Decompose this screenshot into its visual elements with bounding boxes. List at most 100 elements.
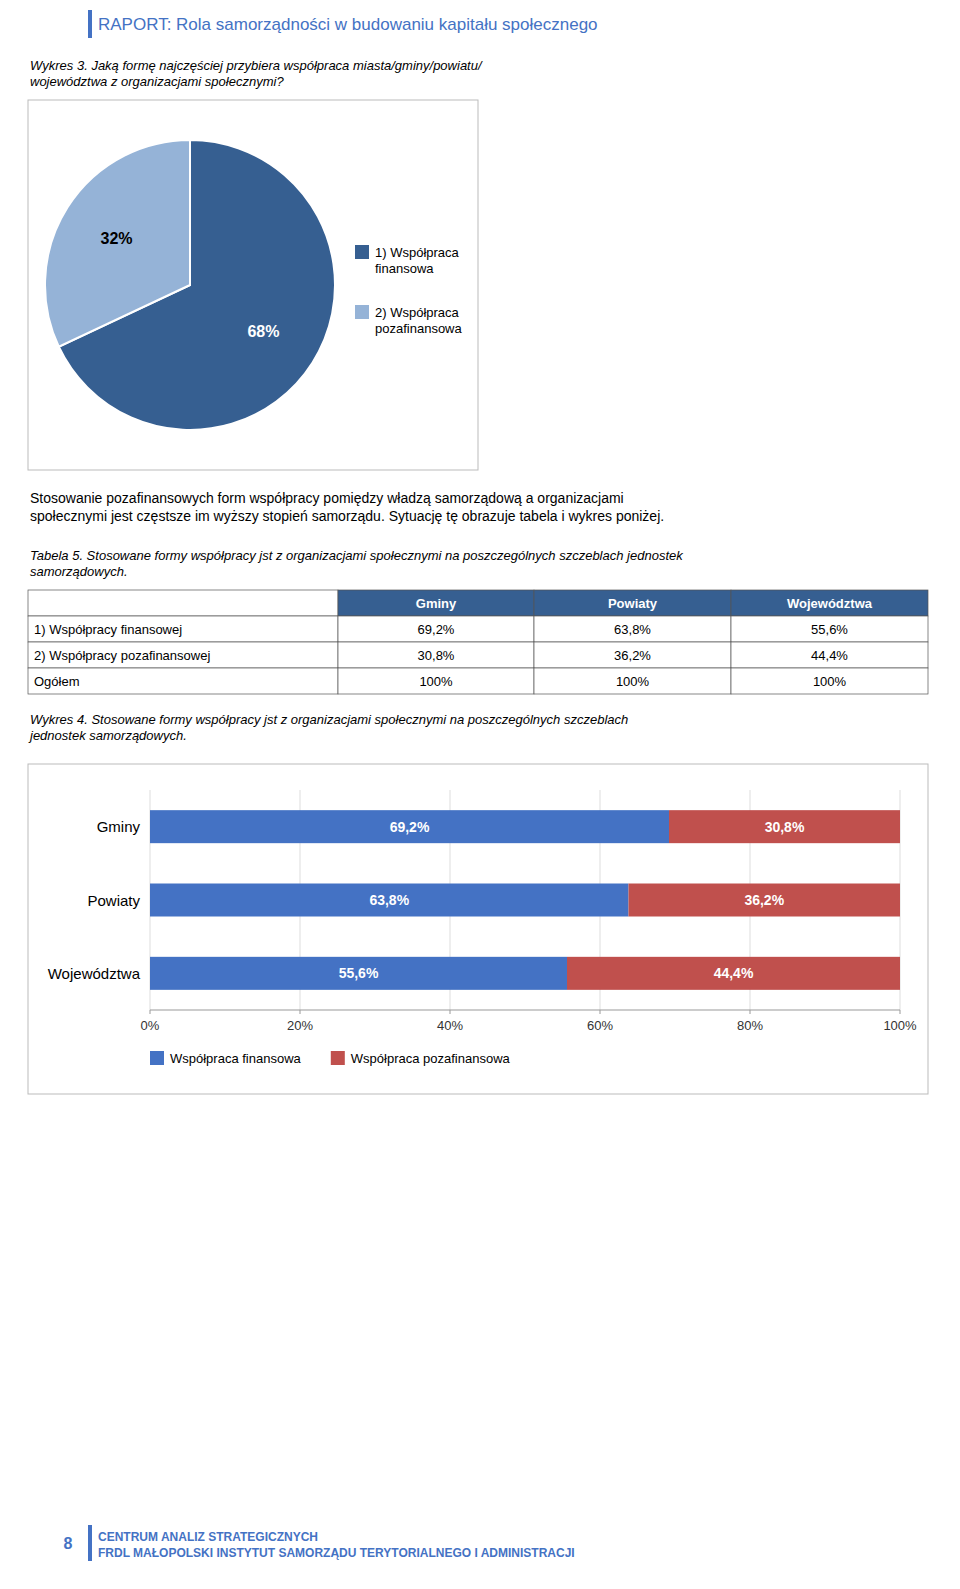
cell-value: 69,2%: [418, 622, 455, 637]
table-header: Powiaty: [608, 596, 658, 611]
tick-label: 60%: [587, 1018, 613, 1033]
pie-frame: [28, 100, 478, 470]
legend-entry: Współpraca pozafinansowa: [351, 1051, 511, 1066]
pie: [45, 140, 335, 430]
bar: [567, 957, 900, 990]
category-label: Gminy: [97, 818, 141, 835]
pie-labels: 68% 32%: [101, 230, 280, 340]
cell-value: 100%: [616, 674, 650, 689]
data-label: 69,2%: [390, 819, 430, 835]
legend-swatch: [355, 305, 369, 319]
table-cell: [534, 668, 731, 694]
category-label: Województwa: [48, 965, 141, 982]
tick-label: 40%: [437, 1018, 463, 1033]
table-header-cell: [731, 590, 928, 616]
page-number: 8: [64, 1535, 73, 1552]
bar: [150, 957, 567, 990]
legend-swatch: [150, 1051, 164, 1065]
table-cell: [534, 616, 731, 642]
bar-frame: [28, 764, 928, 1094]
table-cell: [534, 642, 731, 668]
legend: 1) Współpracafinansowa 2) Współpracapozaf…: [355, 245, 462, 336]
text-line: województwa z organizacjami społecznymi?: [30, 74, 284, 89]
footer-text: FRDL MAŁOPOLSKI INSTYTUT SAMORZĄDU TERYT…: [98, 1546, 575, 1560]
text-line: 1) Współpraca: [375, 245, 460, 260]
data-label: 55,6%: [339, 965, 379, 981]
cell-value: 100%: [419, 674, 453, 689]
table-cell: [28, 642, 338, 668]
legend-entry: 1) Współpracafinansowa: [375, 245, 460, 276]
cell-value: 44,4%: [811, 648, 848, 663]
data-label: 68%: [247, 323, 279, 340]
data-label: 44,4%: [714, 965, 754, 981]
table-cell: [28, 616, 338, 642]
data-label: 30,8%: [765, 819, 805, 835]
tick-label: 0%: [141, 1018, 160, 1033]
table-cell: [338, 642, 534, 668]
text-line: jednostek samorządowych.: [28, 728, 187, 743]
footer-bar: [88, 1525, 92, 1561]
table: Gminy Powiaty Województwa 1) Współpracy fin…: [28, 590, 928, 694]
tick-mark: [900, 1010, 901, 1014]
text-line: Tabela 5. Stosowane formy współpracy jst…: [30, 548, 684, 563]
table-header: Gminy: [416, 596, 457, 611]
category-label: Powiaty: [87, 892, 140, 909]
text-line: 2) Współpraca: [375, 305, 460, 320]
tick-label: 100%: [883, 1018, 917, 1033]
row-label: 1) Współpracy finansowej: [34, 622, 182, 637]
header-bar: [88, 10, 92, 38]
tick-mark: [300, 1010, 301, 1014]
table-title: Tabela 5. Stosowane formy współpracy jst…: [30, 548, 684, 579]
tick-mark: [600, 1010, 601, 1014]
cell-value: 100%: [813, 674, 847, 689]
bar: [629, 884, 901, 917]
row-label: Ogółem: [34, 674, 80, 689]
cell-value: 30,8%: [418, 648, 455, 663]
bar: [150, 884, 629, 917]
text-line: samorządowych.: [30, 564, 128, 579]
footer-text: CENTRUM ANALIZ STRATEGICZNYCH: [98, 1530, 318, 1544]
row-label: 2) Współpracy pozafinansowej: [34, 648, 210, 663]
table-cell: [338, 616, 534, 642]
pie-slice: [45, 140, 190, 347]
legend-entry: 2) Współpracapozafinansowa: [375, 305, 462, 336]
bar: [669, 810, 900, 843]
tick-mark: [150, 1010, 151, 1014]
table-cell: [731, 616, 928, 642]
table-header-cell: [534, 590, 731, 616]
data-label: 32%: [101, 230, 133, 247]
table-cell: [28, 590, 338, 616]
text-line: finansowa: [375, 261, 434, 276]
legend-swatch: [331, 1051, 345, 1065]
legend: Współpraca finansowaWspółpraca pozafinan…: [150, 1051, 511, 1066]
bar: [150, 810, 669, 843]
table-cell: [28, 668, 338, 694]
tick-label: 80%: [737, 1018, 763, 1033]
page: RAPORT: Rola samorządności w budowaniu k…: [0, 0, 960, 1589]
text-line: Wykres 4. Stosowane formy współpracy jst…: [30, 712, 628, 727]
cell-value: 36,2%: [614, 648, 651, 663]
y-axis: Województwa Powiaty Gminy: [48, 818, 141, 982]
legend-swatch: [355, 245, 369, 259]
cell-value: 55,6%: [811, 622, 848, 637]
table-cell: [731, 668, 928, 694]
body-text: Stosowanie pozafinansowych form współpra…: [30, 490, 624, 506]
table-header: Województwa: [787, 596, 873, 611]
axis-line: [150, 1010, 900, 1011]
data-label: 36,2%: [744, 892, 784, 908]
tick-mark: [450, 1010, 451, 1014]
tick-mark: [750, 1010, 751, 1014]
table-cell: [338, 668, 534, 694]
x-axis: 0% 20% 40% 60% 80% 100%: [141, 790, 917, 1033]
bars: [150, 810, 900, 990]
tick-label: 20%: [287, 1018, 313, 1033]
bar-labels: 55,6% 44,4% 63,8% 36,2% 69,2% 30,8%: [339, 819, 805, 982]
table-header-cell: [338, 590, 534, 616]
chart-title: Wykres 3. Jaką formę najczęściej przybie…: [30, 58, 483, 89]
body-text: społecznymi jest częstsze im wyższy stop…: [30, 508, 664, 524]
cell-value: 63,8%: [614, 622, 651, 637]
text-line: Wykres 3. Jaką formę najczęściej przybie…: [30, 58, 483, 73]
data-label: 63,8%: [369, 892, 409, 908]
header-title: RAPORT: Rola samorządności w budowaniu k…: [98, 15, 598, 34]
table-cell: [731, 642, 928, 668]
